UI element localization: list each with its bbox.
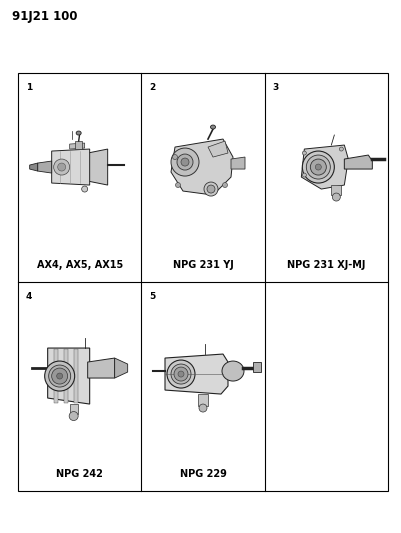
Polygon shape	[344, 155, 373, 169]
Polygon shape	[208, 141, 228, 157]
Ellipse shape	[45, 361, 75, 391]
Polygon shape	[301, 145, 348, 189]
Circle shape	[58, 163, 66, 171]
Text: NPG 242: NPG 242	[56, 469, 103, 479]
Ellipse shape	[49, 365, 71, 387]
Polygon shape	[198, 394, 208, 406]
Circle shape	[69, 411, 78, 421]
Text: 1: 1	[26, 83, 32, 92]
Ellipse shape	[76, 131, 81, 135]
Ellipse shape	[306, 155, 330, 179]
Circle shape	[176, 182, 180, 188]
Text: 2: 2	[149, 83, 156, 92]
Polygon shape	[70, 143, 85, 149]
Circle shape	[207, 185, 215, 193]
Circle shape	[54, 159, 70, 175]
Text: 4: 4	[26, 292, 32, 301]
Circle shape	[199, 404, 207, 412]
Circle shape	[302, 173, 306, 177]
Circle shape	[174, 367, 188, 381]
Text: NPG 231 YJ: NPG 231 YJ	[172, 260, 233, 270]
Polygon shape	[70, 404, 78, 414]
Text: 3: 3	[273, 83, 279, 92]
Polygon shape	[165, 354, 228, 394]
Text: 5: 5	[149, 292, 156, 301]
Text: NPG 231 XJ-MJ: NPG 231 XJ-MJ	[287, 260, 366, 270]
Polygon shape	[52, 149, 90, 185]
Text: 91J21 100: 91J21 100	[12, 10, 77, 23]
Polygon shape	[115, 358, 128, 378]
Ellipse shape	[171, 364, 191, 384]
Polygon shape	[231, 157, 245, 169]
Text: NPG 229: NPG 229	[180, 469, 227, 479]
Circle shape	[310, 159, 326, 175]
Circle shape	[315, 164, 321, 170]
Polygon shape	[88, 149, 107, 185]
Circle shape	[302, 151, 306, 155]
Ellipse shape	[211, 125, 215, 129]
Polygon shape	[88, 358, 115, 378]
Polygon shape	[171, 139, 233, 195]
Ellipse shape	[167, 360, 195, 388]
Ellipse shape	[302, 151, 334, 183]
Polygon shape	[253, 362, 261, 372]
Polygon shape	[75, 141, 82, 149]
Polygon shape	[48, 348, 90, 404]
Ellipse shape	[222, 361, 244, 381]
Polygon shape	[331, 185, 341, 195]
Bar	[18, 73, 388, 491]
Circle shape	[181, 158, 189, 166]
Ellipse shape	[204, 182, 218, 196]
Circle shape	[177, 154, 193, 170]
Circle shape	[172, 155, 178, 159]
Ellipse shape	[171, 148, 199, 176]
Circle shape	[339, 147, 343, 151]
Circle shape	[332, 193, 340, 201]
Polygon shape	[64, 349, 68, 403]
Polygon shape	[74, 349, 78, 403]
Circle shape	[52, 368, 68, 384]
Circle shape	[178, 371, 184, 377]
Polygon shape	[54, 349, 58, 403]
Text: AX4, AX5, AX15: AX4, AX5, AX15	[36, 260, 123, 270]
Circle shape	[223, 182, 227, 188]
Polygon shape	[38, 161, 52, 173]
Polygon shape	[30, 163, 38, 171]
Circle shape	[57, 373, 63, 379]
Circle shape	[82, 186, 88, 192]
